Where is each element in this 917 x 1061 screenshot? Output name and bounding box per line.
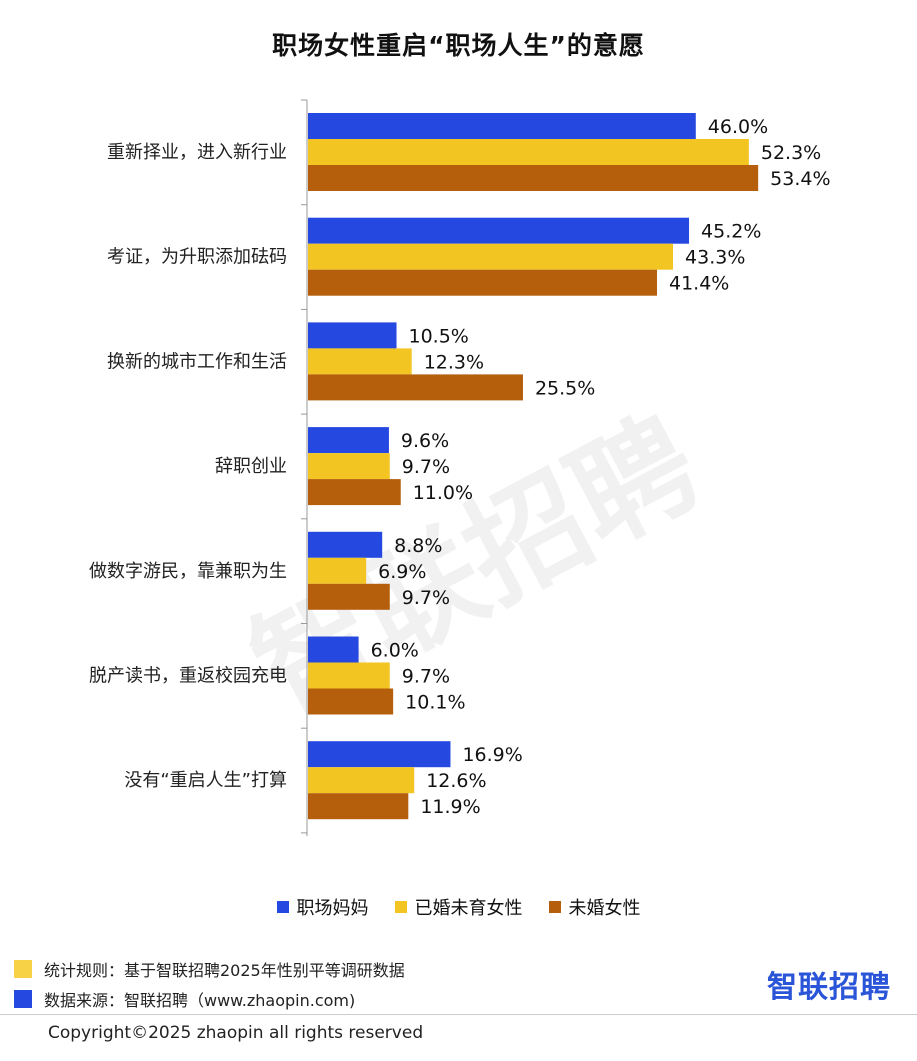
bar: [308, 557, 367, 584]
note-swatch-yellow: [14, 960, 32, 978]
bar: [308, 427, 389, 454]
bar: [308, 767, 415, 794]
data-label: 45.2%: [701, 221, 761, 243]
category-label: 重新择业，进入新行业: [107, 142, 287, 163]
bar: [308, 688, 394, 715]
brand-logo: 智联招聘: [767, 970, 891, 1005]
chart-title: 职场女性重启“职场人生”的意愿: [272, 31, 645, 60]
data-label: 52.3%: [761, 142, 821, 164]
bar-chart: 重新择业，进入新行业 46.0% 52.3% 53.4% 考证，为升职添加砝码 45.2%…: [89, 99, 831, 836]
bar: [308, 453, 390, 480]
legend-label-2: 未婚女性: [568, 898, 641, 919]
category-label: 脱产读书，重返校园充电: [89, 666, 287, 687]
legend-item-1: 已婚未育女性: [394, 894, 523, 920]
footnotes: 统计规则：基于智联招聘2025年性别平等调研数据 数据来源：智联招聘（www.z…: [14, 954, 405, 1014]
bar: [308, 217, 690, 244]
bar: [308, 165, 759, 191]
data-label: 12.3%: [424, 351, 484, 373]
data-label: 10.5%: [409, 325, 469, 347]
legend-swatch-0: [276, 901, 289, 913]
legend-swatch-2: [548, 901, 561, 913]
bar: [308, 139, 749, 165]
legend: 职场妈妈 已婚未育女性 未婚女性: [0, 894, 917, 920]
data-label: 16.9%: [462, 744, 522, 766]
data-label: 6.0%: [371, 640, 419, 662]
data-label: 43.3%: [685, 247, 745, 269]
bar: [308, 374, 523, 401]
data-label: 9.7%: [402, 456, 450, 478]
data-label: 8.8%: [394, 535, 442, 557]
note-source: 数据来源：智联招聘（www.zhaopin.com): [14, 984, 405, 1014]
note-swatch-blue: [14, 990, 32, 1008]
data-label: 11.0%: [413, 482, 473, 504]
data-label: 6.9%: [378, 561, 426, 583]
bar: [308, 793, 409, 820]
bar: [308, 113, 696, 139]
bar: [308, 741, 451, 768]
legend-label-1: 已婚未育女性: [414, 898, 523, 919]
data-label: 25.5%: [535, 377, 595, 399]
data-label: 41.4%: [669, 273, 729, 295]
data-label: 53.4%: [770, 168, 830, 190]
data-label: 11.9%: [420, 796, 480, 818]
bar: [308, 636, 359, 663]
bar: [308, 322, 397, 349]
data-label: 9.7%: [402, 666, 450, 688]
category-label: 没有“重启人生”打算: [124, 770, 287, 791]
category-label: 换新的城市工作和生活: [107, 351, 287, 372]
bar: [308, 348, 412, 375]
note-stat-rule-text: 统计规则：基于智联招聘2025年性别平等调研数据: [44, 961, 405, 980]
legend-swatch-1: [394, 901, 407, 913]
legend-item-2: 未婚女性: [548, 894, 641, 920]
category-label: 做数字游民，靠兼职为生: [89, 561, 287, 582]
note-stat-rule: 统计规则：基于智联招聘2025年性别平等调研数据: [14, 954, 405, 984]
bar: [308, 583, 390, 610]
bar: [308, 243, 674, 270]
legend-item-0: 职场妈妈: [276, 894, 369, 920]
data-label: 10.1%: [405, 692, 465, 714]
data-label: 12.6%: [426, 770, 486, 792]
category-label: 辞职创业: [215, 456, 287, 477]
data-label: 46.0%: [708, 116, 768, 138]
bar: [308, 531, 383, 558]
note-source-text: 数据来源：智联招聘（www.zhaopin.com): [44, 991, 356, 1010]
category-label: 考证，为升职添加砝码: [107, 247, 287, 268]
bar: [308, 269, 658, 296]
data-label: 9.7%: [402, 587, 450, 609]
bar: [308, 662, 390, 689]
copyright: Copyright©2025 zhaopin all rights reserv…: [0, 1014, 917, 1043]
data-label: 9.6%: [401, 430, 449, 452]
legend-label-0: 职场妈妈: [296, 898, 369, 919]
bar: [308, 479, 401, 506]
